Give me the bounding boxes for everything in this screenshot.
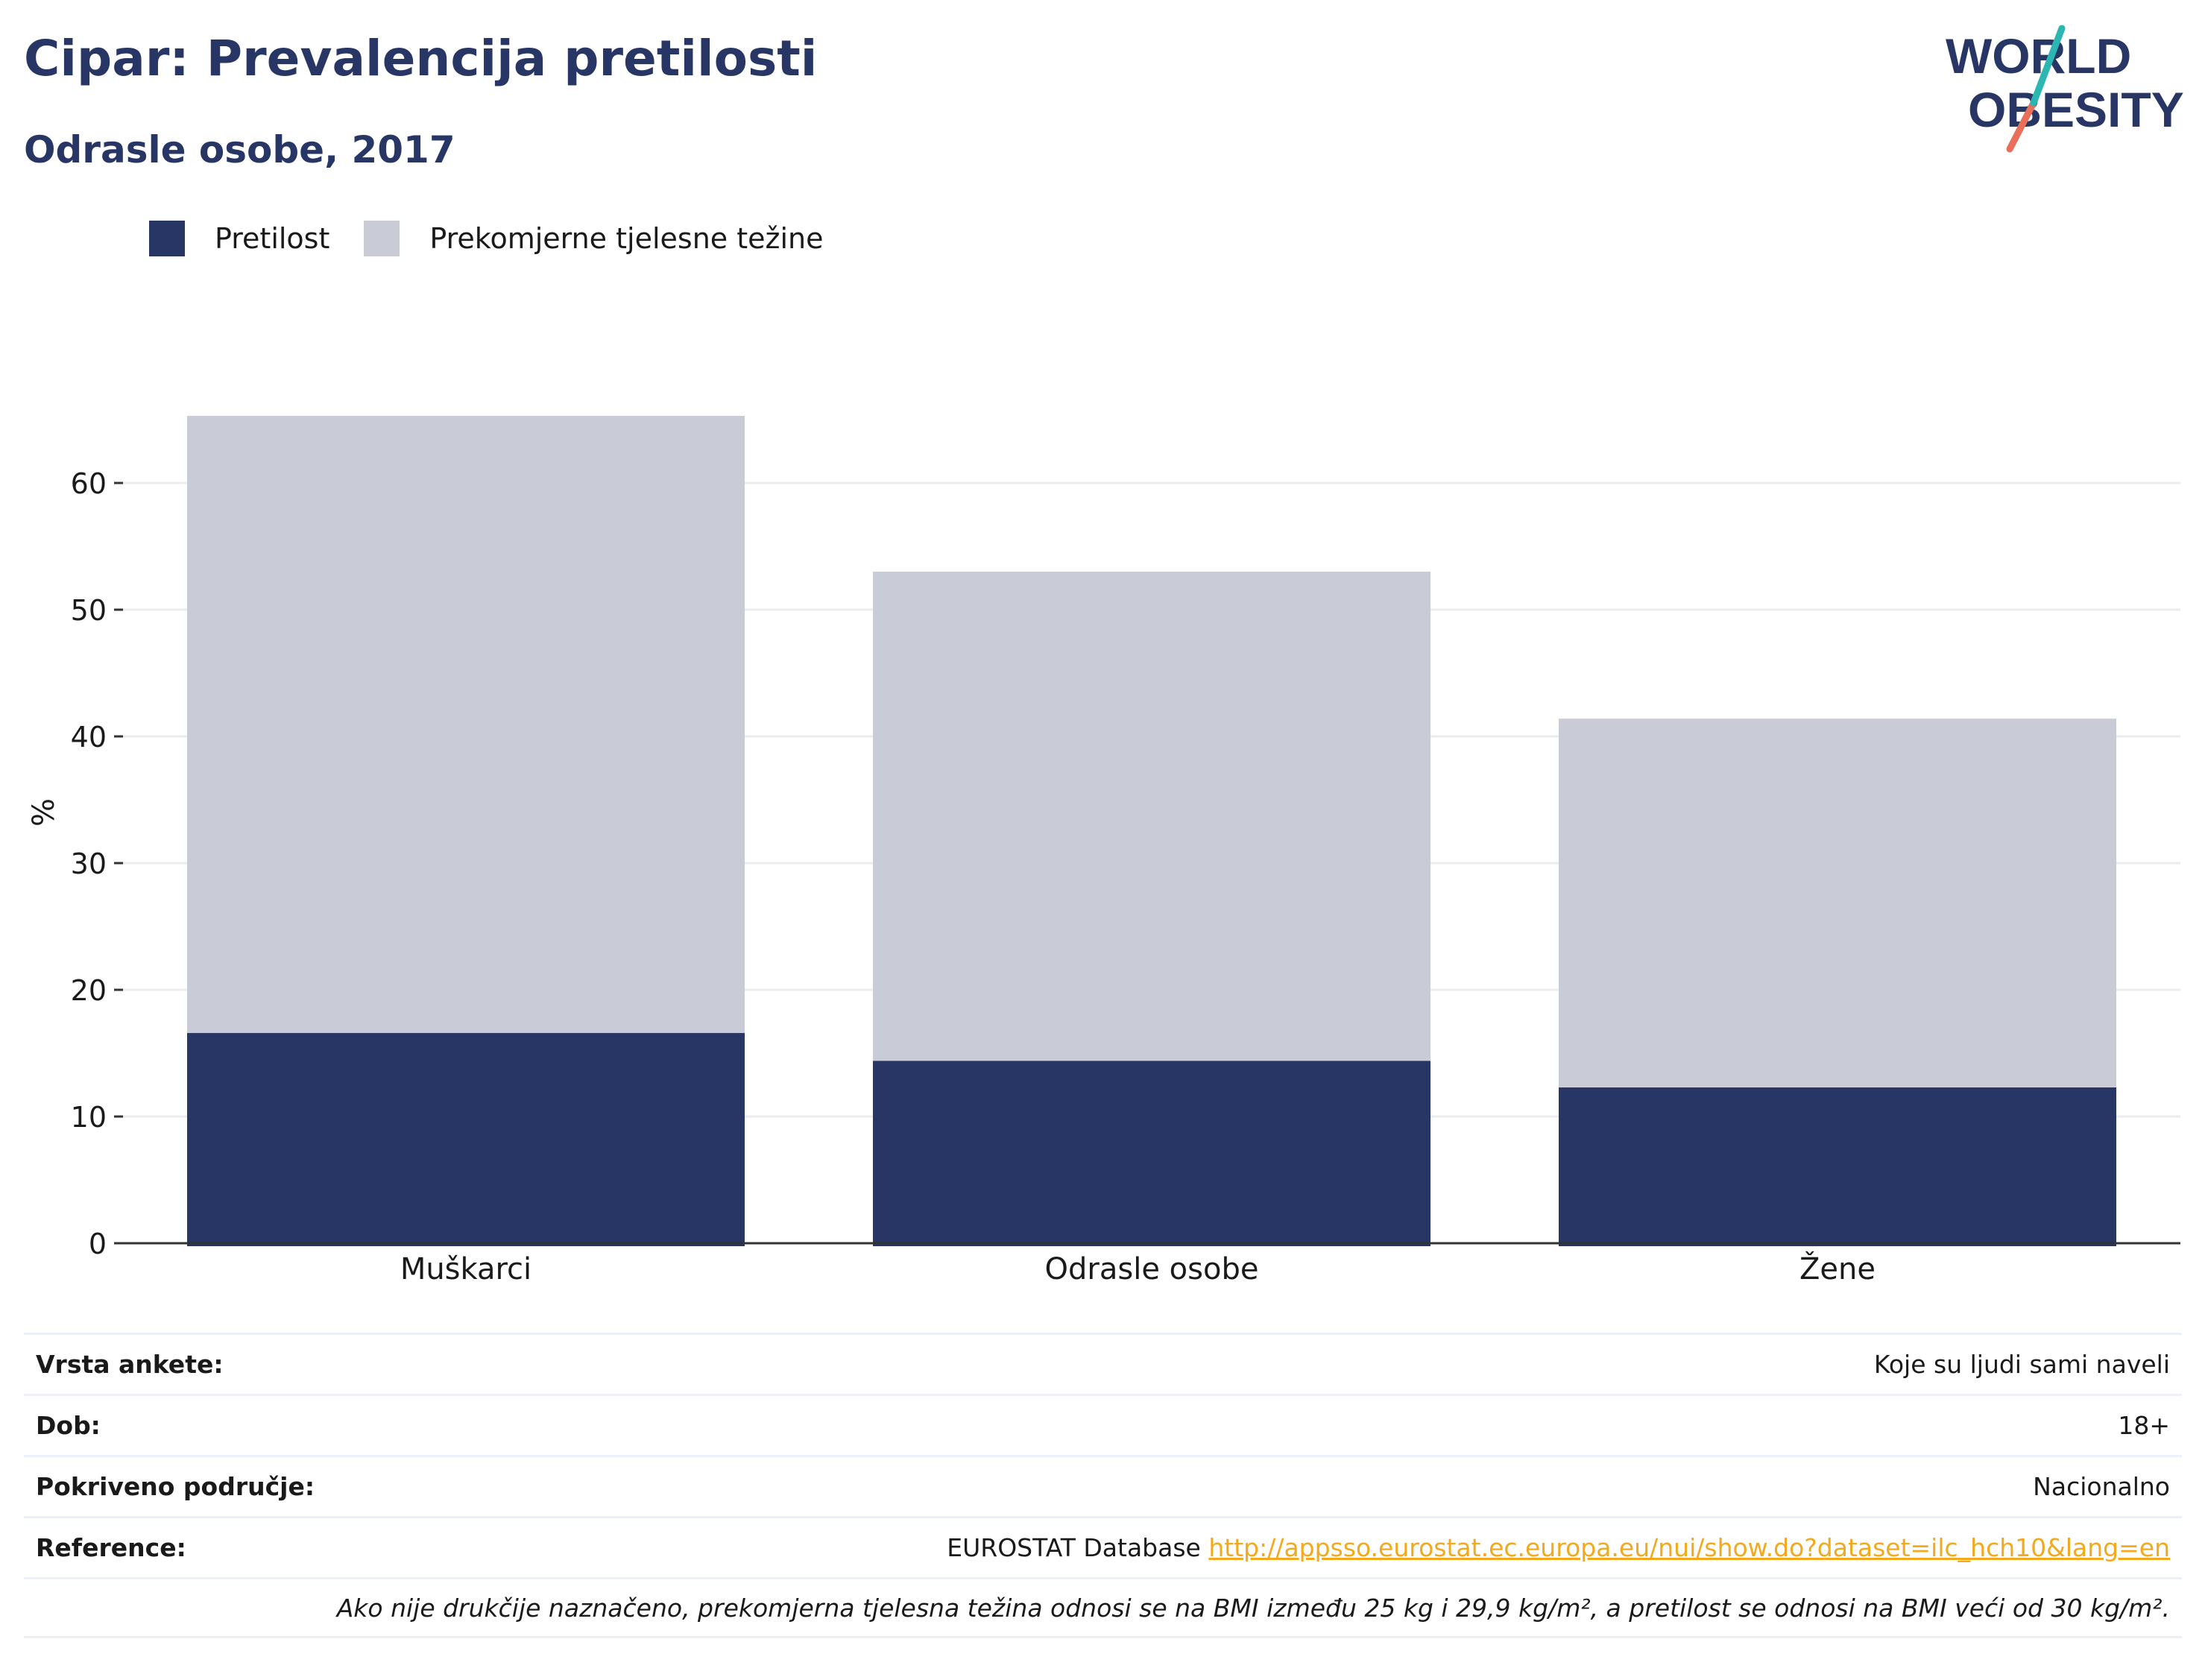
chart-subtitle: Odrasle osobe, 2017: [24, 128, 455, 171]
y-tick-label: 60: [71, 467, 107, 500]
bar-overweight[interactable]: [187, 415, 745, 1033]
info-key-reference: Reference:: [36, 1533, 186, 1562]
y-tick-label: 0: [89, 1228, 107, 1260]
logo-line1: WORLD: [1946, 28, 2131, 83]
legend-item-overweight[interactable]: Prekomjerne tjelesne težine: [364, 221, 824, 256]
legend-swatch-obesity: [149, 221, 185, 256]
note-text: Ako nije drukčije naznačeno, prekomjerna…: [336, 1593, 2170, 1623]
y-tick-label: 30: [71, 847, 107, 880]
stacked-bar-chart: 0 10 20 30 40 50 60 Muškarci Odrasle osobe Žene %: [27, 415, 2180, 1286]
bar-obesity[interactable]: [187, 1032, 745, 1246]
chart-legend: Pretilost Prekomjerne tjelesne težine: [149, 221, 858, 256]
info-table: Vrsta ankete: Koje su ljudi sami naveli Do…: [24, 1333, 2182, 1638]
y-tick-label: 10: [71, 1101, 107, 1134]
legend-item-obesity[interactable]: Pretilost: [149, 221, 329, 256]
bar-overweight[interactable]: [873, 572, 1430, 1061]
info-row: Pokriveno područje: Nacionalno: [24, 1455, 2182, 1516]
legend-label-overweight: Prekomjerne tjelesne težine: [429, 222, 824, 255]
info-value: 18+: [2118, 1411, 2170, 1440]
info-value: Koje su ljudi sami naveli: [1873, 1350, 2170, 1379]
legend-label-obesity: Pretilost: [215, 222, 330, 255]
y-tick-label: 40: [71, 721, 107, 754]
info-key: Pokriveno područje:: [36, 1472, 315, 1501]
reference-text: EUROSTAT Database: [947, 1533, 1201, 1562]
y-tick-label: 20: [71, 974, 107, 1007]
world-obesity-logo: WORLD OBESITY: [1946, 25, 2184, 153]
chart-title: Cipar: Prevalencija pretilosti: [24, 30, 818, 87]
info-row-reference: Reference: EUROSTAT Database http://apps…: [24, 1516, 2182, 1577]
info-row: Vrsta ankete: Koje su ljudi sami naveli: [24, 1333, 2182, 1394]
info-value: Nacionalno: [2033, 1472, 2170, 1501]
bar-overweight[interactable]: [1559, 719, 2116, 1087]
legend-swatch-overweight: [364, 221, 400, 256]
bars: [187, 415, 2116, 1246]
x-tick-label: Žene: [1799, 1251, 1876, 1286]
info-note: Ako nije drukčije naznačeno, prekomjerna…: [24, 1577, 2182, 1638]
info-value-reference: EUROSTAT Database http://appsso.eurostat…: [947, 1533, 2170, 1562]
x-tick-label: Odrasle osobe: [1045, 1252, 1259, 1286]
info-key: Dob:: [36, 1411, 101, 1440]
info-key: Vrsta ankete:: [36, 1350, 224, 1379]
logo-line2: OBESITY: [1968, 82, 2184, 137]
reference-link[interactable]: http://appsso.eurostat.ec.europa.eu/nui/…: [1208, 1533, 2170, 1562]
y-axis-label: %: [27, 798, 61, 827]
info-row: Dob: 18+: [24, 1394, 2182, 1455]
y-tick-label: 50: [71, 594, 107, 627]
bar-obesity[interactable]: [873, 1061, 1430, 1246]
x-tick-label: Muškarci: [400, 1252, 531, 1286]
axes: 0 10 20 30 40 50 60 Muškarci Odrasle osobe Žene: [71, 467, 2180, 1286]
bar-obesity[interactable]: [1559, 1087, 2116, 1246]
